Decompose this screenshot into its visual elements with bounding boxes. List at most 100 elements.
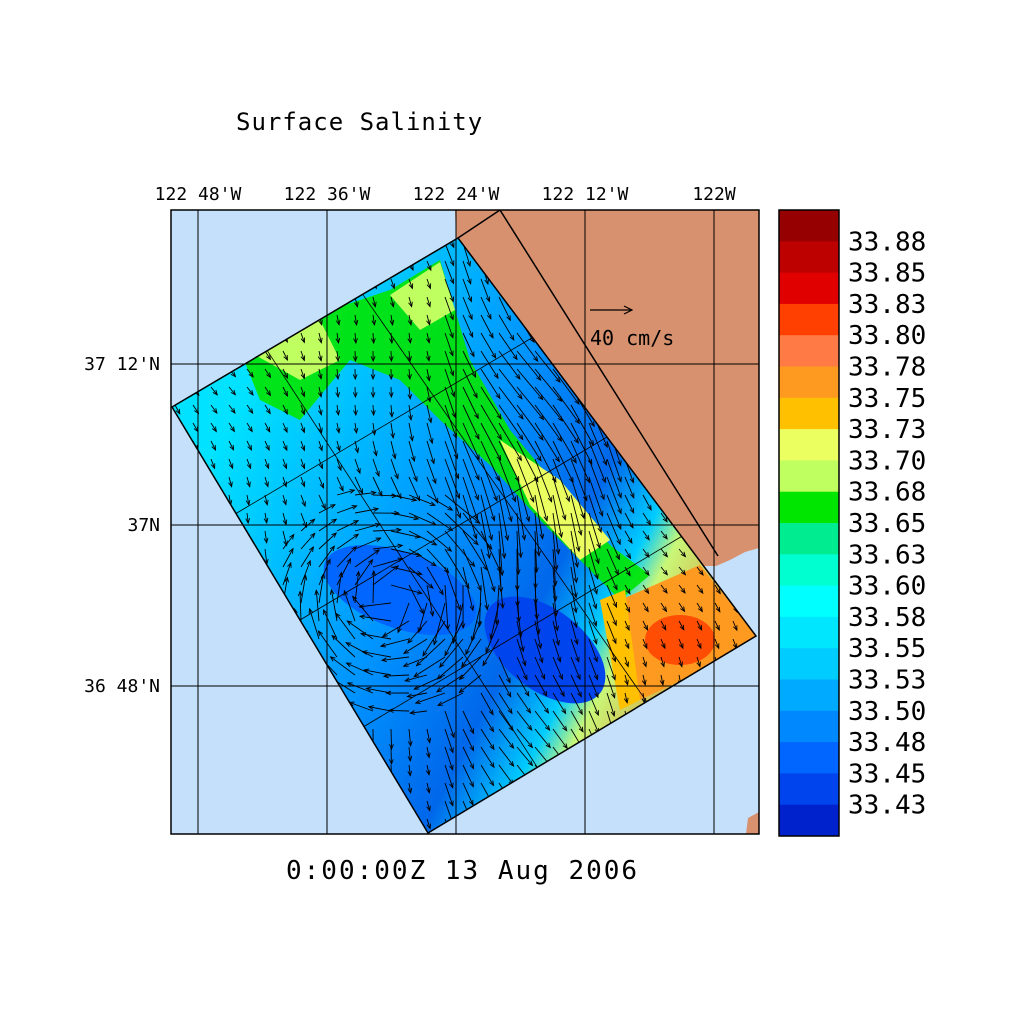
current-vector [282,440,288,451]
current-vector [405,674,428,682]
current-vector-head [561,708,567,715]
current-vector-head [287,561,292,568]
current-vector-head [613,584,618,591]
current-vector [678,566,686,575]
current-vector [318,559,331,586]
current-vector-head [662,533,668,540]
low-salinity-eddy [323,545,477,635]
current-vector-head [370,392,376,399]
current-vector-head [365,686,372,692]
current-vector-head [353,533,360,539]
current-vector-head [489,726,495,733]
current-vector-head [610,710,616,717]
current-vector [397,602,410,633]
colorbar-swatch [779,804,839,837]
current-vector-head [409,710,416,715]
current-vector [678,638,684,649]
colorbar-swatch [779,210,839,242]
current-vector-head [553,564,559,572]
current-vector [349,701,374,712]
current-vector-head [453,453,459,460]
current-vector-head [282,499,287,506]
current-vector [336,440,341,451]
current-vector-head [475,474,480,481]
current-vector [462,782,474,806]
current-vector-head [493,495,498,502]
current-vector-head [577,529,583,537]
current-vector-head [623,697,629,704]
current-vector [364,669,392,676]
current-vector [372,422,376,435]
current-vector-head [641,679,647,686]
colorbar-swatch [779,335,839,367]
current-vector-head [409,435,414,442]
current-vector-head [505,836,509,841]
colorbar-swatch [779,429,839,461]
current-vector-head [245,499,251,506]
current-vector [390,476,402,499]
current-vector-head [460,623,466,630]
current-vector [534,638,543,663]
current-vector [282,368,288,379]
current-vector [606,440,622,482]
current-vector [282,512,287,525]
current-vector [330,656,356,676]
current-vector-head [538,434,544,441]
current-vector-head [438,662,445,669]
current-vector [309,608,320,640]
current-vector [390,584,422,594]
current-vector [408,458,418,482]
current-vector [444,710,455,738]
current-vector-head [469,781,474,788]
current-vector [426,260,432,271]
current-vector [462,746,474,769]
domain-grid-line [363,536,682,727]
current-vector-head [371,569,377,576]
current-vector-head [680,587,686,594]
current-vector [534,494,544,539]
current-vector [408,314,412,325]
current-vector [282,476,287,487]
colorbar-labels: 33.8833.8533.8333.8033.7833.7533.7333.70… [848,227,926,820]
current-vector [354,458,361,474]
current-vector-head [220,842,224,847]
current-vector [480,314,494,339]
current-vector [336,350,339,361]
current-vector-head [617,460,622,467]
current-vector-head [697,606,703,613]
current-vector-head [265,426,271,433]
current-vector [642,620,648,631]
current-vector-head [356,468,361,475]
current-vector-head [426,787,431,794]
current-vector [498,494,509,541]
current-vector-head [430,561,437,567]
current-vector [480,422,502,461]
current-vector [552,584,557,616]
longitude-label: 122 12'W [542,184,629,205]
current-vector-head [580,512,585,520]
current-vector-head [300,445,306,452]
colorbar-label: 33.55 [848,634,926,664]
current-vector-head [230,408,236,414]
current-vector [552,386,580,424]
current-vector [408,368,411,379]
current-vector-head [662,606,668,613]
current-vector [534,458,553,502]
current-vector-head [629,492,635,499]
current-vector-head [490,586,496,593]
current-vector-head [698,588,704,595]
latitude-label: 37 12'N [84,354,160,375]
current-vector [624,530,633,544]
current-vector [534,404,562,442]
current-vector [498,764,514,785]
current-vector-head [474,413,479,420]
current-vector-head [469,763,475,770]
current-vector-head [437,701,444,707]
current-vector-head [662,588,668,594]
current-vector-head [469,561,476,568]
current-vector [444,278,454,302]
current-vector-head [527,760,534,767]
current-vector [570,476,585,519]
current-vector-head [495,393,501,400]
current-vector-head [425,355,431,362]
